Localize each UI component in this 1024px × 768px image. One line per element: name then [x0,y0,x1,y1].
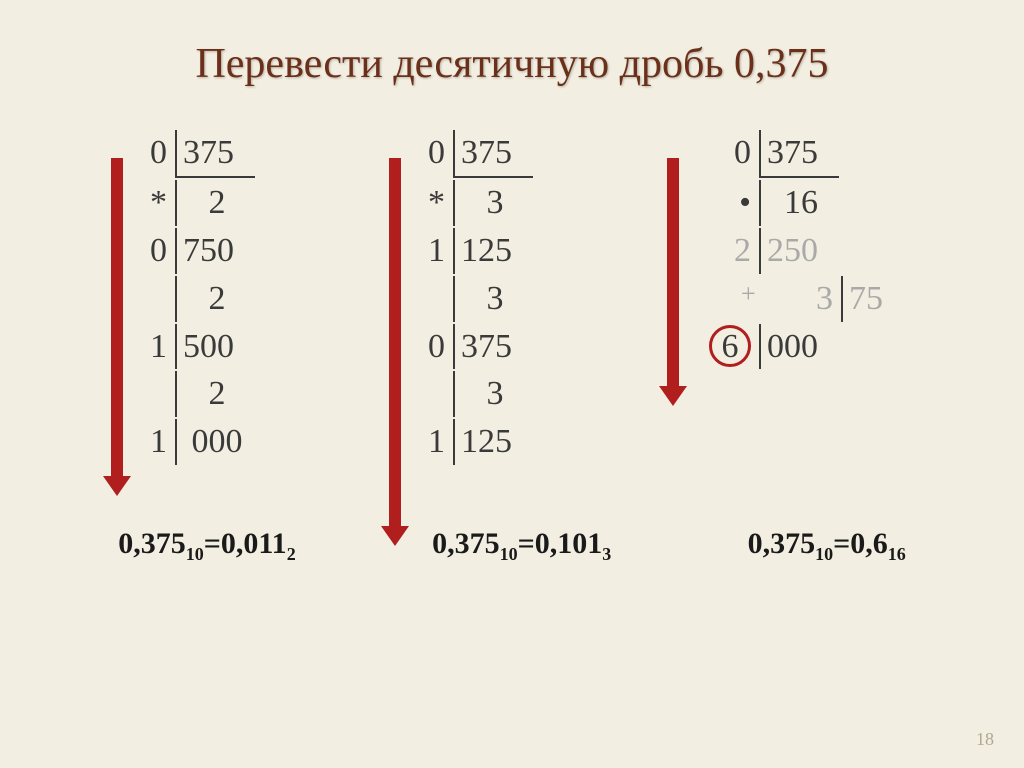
frac-part: 000 [175,419,255,465]
column-base3: 0375* 31125 30375 31125 [379,128,535,467]
int-part: 0 [143,130,173,178]
int-part: 2 [709,228,757,274]
int-part [143,276,173,322]
frac-part: 2 [175,180,255,226]
int-part: 1 [143,324,173,370]
int-part: 0 [709,130,757,178]
frac-part: 750 [175,228,255,274]
frac-part: 000 [759,324,839,370]
int-part [421,371,451,417]
int-part: * [421,180,451,226]
int-part: 1 [143,419,173,465]
frac-part: 375 [759,130,839,178]
frac-part: 375 [453,324,533,370]
int-part: 0 [421,324,451,370]
int-part [143,371,173,417]
int-part: 3 [759,276,839,322]
arrow-base2 [111,158,123,478]
calc-base16: 0375• 162250+3756000 [707,128,923,371]
int-part: 0 [421,130,451,178]
calc-base3: 0375* 31125 30375 31125 [419,128,535,467]
frac-part: 375 [175,130,255,178]
result-base16: 0,37510=0,616 [748,527,906,565]
frac-part: 125 [453,228,533,274]
result-base2: 0,37510=0,0112 [118,527,295,565]
int-part: 6 [709,324,757,370]
frac-part: 75 [841,276,921,322]
frac-part: 250 [759,228,839,274]
int-part: • [709,180,757,226]
arrow-base16 [667,158,679,388]
page-number: 18 [976,729,994,750]
frac-part: 2 [175,371,255,417]
page-title: Перевести десятичную дробь 0,375 [50,40,974,88]
frac-part: 375 [453,130,533,178]
calc-columns: 0375* 20750 21500 21 000 0375* 31125 303… [50,128,974,467]
frac-part: 16 [759,180,839,226]
frac-part: 125 [453,419,533,465]
calc-base2: 0375* 20750 21500 21 000 [141,128,257,467]
column-base16: 0375• 162250+3756000 [657,128,923,467]
int-part: 1 [421,419,451,465]
frac-part: 3 [453,371,533,417]
int-part: 0 [143,228,173,274]
results-row: 0,37510=0,0112 0,37510=0,1013 0,37510=0,… [50,527,974,565]
frac-part: 2 [175,276,255,322]
int-part [421,276,451,322]
arrow-base3 [389,158,401,528]
frac-part: 3 [453,276,533,322]
frac-part: 3 [453,180,533,226]
int-part: 1 [421,228,451,274]
result-base3: 0,37510=0,1013 [432,527,611,565]
column-base2: 0375* 20750 21500 21 000 [101,128,257,467]
plus-icon: + [741,276,756,311]
int-part: * [143,180,173,226]
frac-part: 500 [175,324,255,370]
